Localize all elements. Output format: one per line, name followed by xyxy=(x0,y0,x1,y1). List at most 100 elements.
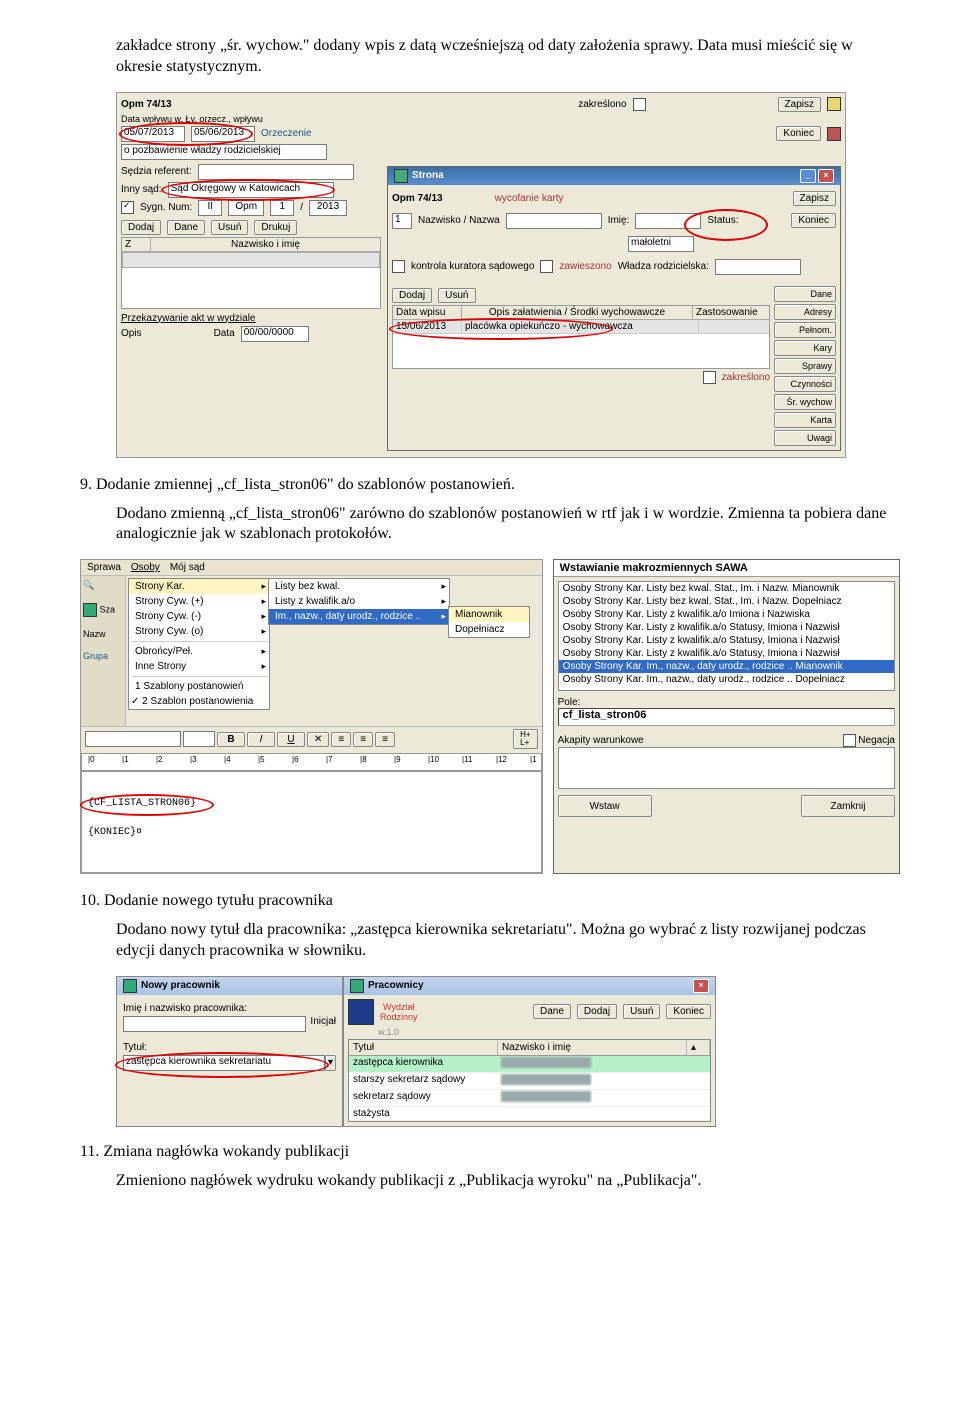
akapity-area[interactable] xyxy=(558,747,895,789)
inny-field[interactable]: Sąd Okręgowy w Katowicach xyxy=(168,182,334,198)
menu-item[interactable]: Inne Strony xyxy=(129,659,269,674)
close-button[interactable]: × xyxy=(818,169,834,183)
maloletni-field[interactable]: małoletni xyxy=(628,236,694,252)
negacja-checkbox[interactable] xyxy=(843,734,856,747)
sedzia-field[interactable] xyxy=(198,164,354,180)
close-button[interactable]: × xyxy=(693,979,709,993)
p-koniec-button[interactable]: Koniec xyxy=(666,1004,711,1019)
macro-list-row[interactable]: Osoby Strony Kar. Listy z kwalifik.a/o S… xyxy=(559,621,894,634)
adresy-side-button[interactable]: Adresy xyxy=(774,304,836,320)
align-left-button[interactable]: ≡ xyxy=(331,732,351,747)
underline-button[interactable]: U xyxy=(277,732,305,747)
uwagi-side-button[interactable]: Uwagi xyxy=(774,430,836,446)
strike-button[interactable]: ✕ xyxy=(307,732,329,747)
sygn-b[interactable]: Opm xyxy=(228,200,264,216)
menu-item[interactable]: Listy z kwalifik.a/o xyxy=(269,594,449,609)
menu-item[interactable]: Strony Kar. xyxy=(129,579,269,594)
list-row[interactable]: sekretarz sądowy xyxy=(349,1090,710,1107)
wladza-field[interactable] xyxy=(715,259,801,275)
sygn-d[interactable]: 2013 xyxy=(309,200,347,216)
macro-list-row[interactable]: Osoby Strony Kar. Im., nazw., daty urodz… xyxy=(559,673,894,686)
tab-moj-sad[interactable]: Mój sąd xyxy=(170,562,205,573)
justify-button[interactable]: ≡ xyxy=(375,732,395,747)
macro-list-row[interactable]: Osoby Strony Kar. Listy bez kwal. Stat.,… xyxy=(559,595,894,608)
imie-field[interactable] xyxy=(635,213,701,229)
date1-field[interactable]: 05/07/2013 xyxy=(121,126,185,142)
pelnom-side-button[interactable]: Pełnom. xyxy=(774,322,836,338)
menu-item[interactable]: Strony Cyw. (+) xyxy=(129,594,269,609)
document-area[interactable]: {CF_LISTA_STRON06} {KONIEC}¤ xyxy=(81,771,542,873)
tab-osoby[interactable]: Osoby xyxy=(131,562,160,573)
macro-list-row[interactable]: Osoby Strony Kar. Listy z kwalifik.a/o I… xyxy=(559,608,894,621)
koniec-button[interactable]: Koniec xyxy=(776,126,821,141)
menu-item[interactable]: Mianownik xyxy=(449,607,529,622)
menu-item[interactable]: 1 Szablony postanowień xyxy=(129,679,269,694)
sub-zapisz-button[interactable]: Zapisz xyxy=(793,191,836,206)
dane-button[interactable]: Dane xyxy=(167,220,205,235)
srwychow-side-button[interactable]: Śr. wychow xyxy=(774,394,836,410)
zapisz-button[interactable]: Zapisz xyxy=(778,97,821,112)
sygn-a[interactable]: II xyxy=(198,200,222,216)
menu-item[interactable]: Listy bez kwal. xyxy=(269,579,449,594)
usun-button[interactable]: Usuń xyxy=(211,220,248,235)
list-row[interactable]: stażysta xyxy=(349,1107,710,1121)
date2-field[interactable]: 05/06/2013 xyxy=(191,126,255,142)
macro-list-row[interactable]: Osoby Strony Kar. Listy bez kwal. Stat.,… xyxy=(559,582,894,595)
sprawy-side-button[interactable]: Sprawy xyxy=(774,358,836,374)
scroll-up-button[interactable]: ▴ xyxy=(687,1040,710,1055)
sub-usun-button[interactable]: Usuń xyxy=(438,288,475,303)
align-center-button[interactable]: ≡ xyxy=(353,732,373,747)
sub-koniec-button[interactable]: Koniec xyxy=(791,213,836,228)
menu-item[interactable]: Strony Cyw. (o) xyxy=(129,624,269,639)
macro-list-row[interactable]: Osoby Strony Kar. Im., nazw., daty urodz… xyxy=(559,660,894,673)
pole-field[interactable]: cf_lista_stron06 xyxy=(558,708,895,726)
size-field[interactable] xyxy=(183,731,215,747)
menu-item[interactable]: Strony Cyw. (-) xyxy=(129,609,269,624)
data-field[interactable]: 00/00/0000 xyxy=(241,326,309,342)
p-dodaj-button[interactable]: Dodaj xyxy=(577,1004,617,1019)
dane-side-button[interactable]: Dane xyxy=(774,286,836,302)
sygn-c[interactable]: 1 xyxy=(270,200,294,216)
menu-item[interactable]: Im., nazw., daty urodz., rodzice .. xyxy=(269,609,449,624)
list-row[interactable]: starszy sekretarz sądowy xyxy=(349,1073,710,1090)
czynnosci-side-button[interactable]: Czynności xyxy=(774,376,836,392)
wstaw-button[interactable]: Wstaw xyxy=(558,795,652,817)
akapity-label: Akapity warunkowe xyxy=(558,735,644,746)
macro-list[interactable]: Osoby Strony Kar. Listy bez kwal. Stat.,… xyxy=(558,581,895,691)
macro-list-row[interactable]: Osoby Strony Kar. Listy z kwalifik.a/o S… xyxy=(559,647,894,660)
kary-side-button[interactable]: Kary xyxy=(774,340,836,356)
opozbaw-field[interactable]: o pozbawienie władzy rodzicielskiej xyxy=(121,144,327,160)
zakr2-checkbox[interactable] xyxy=(703,371,716,384)
menu-item[interactable]: Obrońcy/Peł. xyxy=(129,644,269,659)
zakreslono-checkbox[interactable] xyxy=(633,98,646,111)
tab-sprawa[interactable]: Sprawa xyxy=(87,562,121,573)
sygn-checkbox[interactable] xyxy=(121,201,134,214)
zamknij-button[interactable]: Zamknij xyxy=(801,795,895,817)
paragraph-9: Dodano zmienną „cf_lista_stron06" zarówn… xyxy=(116,504,900,546)
drukuj-button[interactable]: Drukuj xyxy=(254,220,297,235)
dropdown-button[interactable]: ▾ xyxy=(325,1055,336,1071)
minimize-button[interactable]: _ xyxy=(800,169,816,183)
num-field[interactable]: 1 xyxy=(392,213,412,229)
italic-button[interactable]: I xyxy=(247,732,275,747)
zawieszono-checkbox[interactable] xyxy=(540,260,553,273)
kontrola-checkbox[interactable] xyxy=(392,260,405,273)
hl-button[interactable]: H+ L+ xyxy=(513,729,537,749)
paragraph-10: Dodano nowy tytuł dla pracownika: „zastę… xyxy=(116,920,900,962)
nazw-field[interactable] xyxy=(506,213,602,229)
tytul-field[interactable]: zastępca kierownika sekretariatu xyxy=(123,1055,325,1071)
table-row[interactable]: 15/06/2013 placówka opiekuńczo - wychowa… xyxy=(393,320,769,334)
dodaj-button[interactable]: Dodaj xyxy=(121,220,161,235)
menu-item-checked[interactable]: ✓ 2 Szablon postanowienia xyxy=(129,694,269,709)
table-row[interactable] xyxy=(122,252,380,268)
p-usun-button[interactable]: Usuń xyxy=(623,1004,660,1019)
font-field[interactable] xyxy=(85,731,181,747)
macro-list-row[interactable]: Osoby Strony Kar. Listy z kwalifik.a/o S… xyxy=(559,634,894,647)
sub-dodaj-button[interactable]: Dodaj xyxy=(392,288,432,303)
bold-button[interactable]: B xyxy=(217,732,245,747)
karta-side-button[interactable]: Karta xyxy=(774,412,836,428)
p-dane-button[interactable]: Dane xyxy=(533,1004,571,1019)
imie-nazw-field[interactable] xyxy=(123,1016,306,1032)
list-row[interactable]: zastępca kierownika xyxy=(349,1056,710,1073)
menu-item[interactable]: Dopełniacz xyxy=(449,622,529,637)
